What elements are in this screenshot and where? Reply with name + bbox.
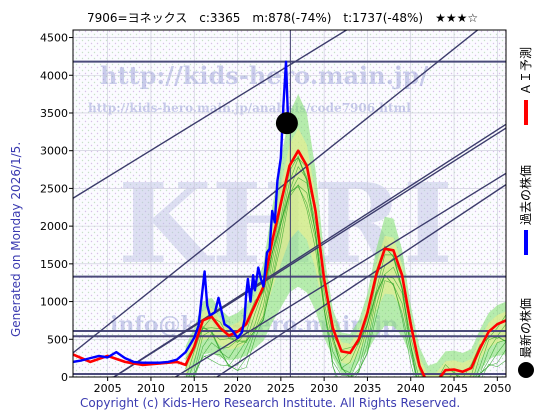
y-axis: 0 500 1000 1500 2000 2500 3000 3500 4000 4500 [40,32,73,384]
trend-line [73,30,479,354]
chart-title: 7906=ヨネックス c:3365 m:878(-74%) t:1737(-48… [87,11,478,25]
series-past-price [73,60,291,364]
generated-date-label: Generated on Monday 2026/1/5. [9,142,23,337]
x-tick-label: 2015 [180,382,208,395]
y-tick-label: 3500 [40,107,68,120]
x-tick-label: 2045 [440,382,468,395]
y-tick-label: 0 [61,371,68,384]
markers [275,112,298,135]
legend-label: ＡＩ予測 [519,47,533,95]
simulation-line [194,184,506,377]
legend-label: 過去の株価 [518,165,533,225]
simulation-line [190,166,506,377]
y-tick-label: 4000 [40,69,68,82]
simulation-line [192,186,506,377]
latest-price-marker [275,112,298,135]
x-tick-label: 2025 [267,382,295,395]
horizontal-levels [73,60,506,375]
y-tick-label: 3000 [40,145,68,158]
trend-line [112,127,506,377]
trend-line [73,30,348,199]
x-tick-label: 2020 [224,382,252,395]
x-tick-label: 2050 [483,382,511,395]
series-layer [73,60,506,377]
x-tick-label: 2040 [397,382,425,395]
series-ai-prediction [73,149,506,377]
y-tick-label: 2500 [40,182,68,195]
legend-marker-latest [518,362,534,378]
trend-line [215,184,506,377]
x-tick-label: 2010 [137,382,165,395]
x-axis: 2005 2010 2015 2020 2025 2030 2035 2040 2045 2050 [94,377,511,395]
simulation-line [185,157,506,377]
y-tick-label: 500 [47,333,68,346]
x-tick-label: 2035 [353,382,381,395]
plot-frame [72,29,507,378]
x-tick-label: 2030 [310,382,338,395]
x-tick-label: 2005 [94,382,122,395]
watermark-url-small: http://kids-hero.main.jp/analysis/code79… [88,101,411,115]
legend-label: 最新の株価 [518,298,533,358]
trend-line [174,172,506,377]
y-tick-label: 2000 [40,220,68,233]
trend-lines [73,30,506,377]
y-tick-label: 1500 [40,258,68,271]
y-tick-label: 1000 [40,296,68,309]
copyright: Copyright (c) Kids-Hero Research Institu… [80,396,460,410]
y-tick-label: 4500 [40,32,68,45]
